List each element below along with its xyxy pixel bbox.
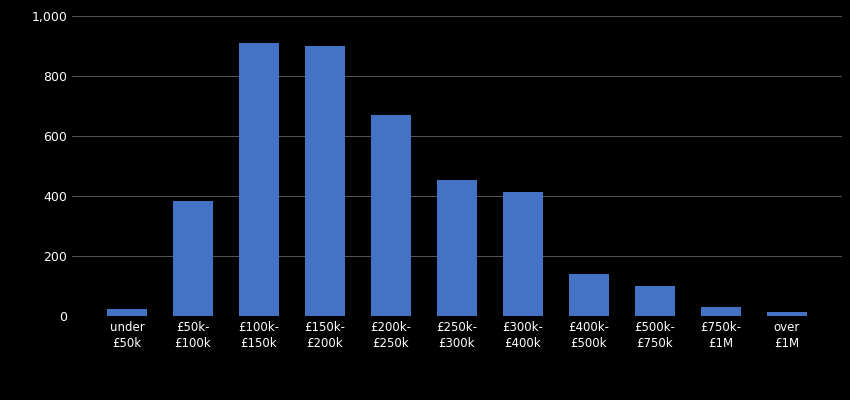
Bar xyxy=(173,200,212,316)
Bar xyxy=(305,46,345,316)
Bar xyxy=(239,43,279,316)
Bar xyxy=(767,312,807,316)
Bar xyxy=(371,115,411,316)
Bar xyxy=(437,180,477,316)
Bar xyxy=(503,192,542,316)
Bar xyxy=(701,307,740,316)
Bar xyxy=(635,286,675,316)
Bar xyxy=(107,308,147,316)
Bar xyxy=(569,274,609,316)
